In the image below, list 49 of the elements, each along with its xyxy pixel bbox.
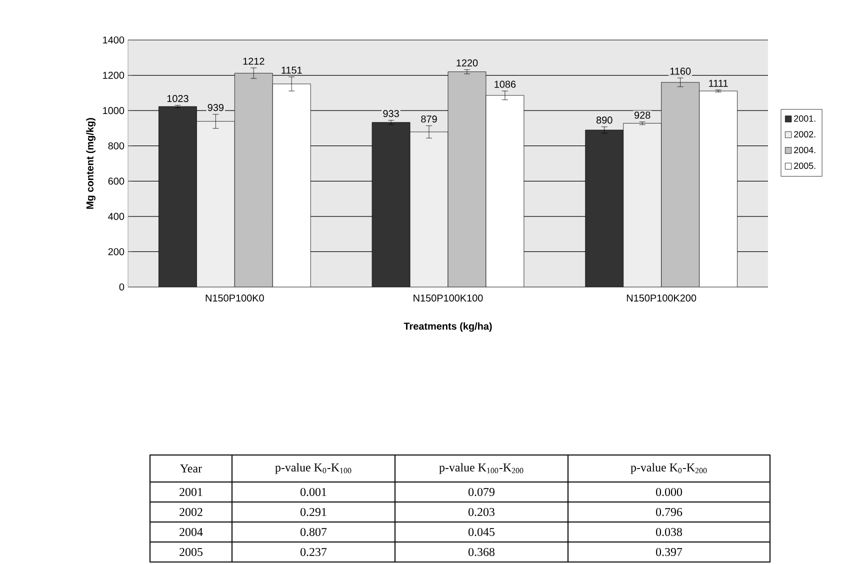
legend-label: 2002. bbox=[794, 131, 816, 138]
legend-label: 2001. bbox=[794, 115, 816, 122]
data-label: 933 bbox=[383, 110, 399, 118]
text: 0.203 bbox=[468, 508, 494, 516]
text: 0.079 bbox=[468, 488, 494, 496]
data-label: 1023 bbox=[167, 95, 188, 102]
text: 0.038 bbox=[656, 528, 682, 536]
data-label: 928 bbox=[634, 112, 650, 119]
data-label: 879 bbox=[421, 116, 437, 123]
data-label: 1086 bbox=[494, 80, 516, 88]
data-label: 1212 bbox=[243, 58, 264, 65]
text: p-value K$_{0}$-K$_{100}$ bbox=[275, 463, 352, 474]
y-tick-label: 400 bbox=[108, 212, 124, 220]
data-label: 1151 bbox=[282, 66, 302, 74]
y-tick-label: 1000 bbox=[103, 107, 124, 114]
y-tick-label: 600 bbox=[108, 178, 124, 185]
text: 0.397 bbox=[656, 548, 682, 556]
data-label: 939 bbox=[208, 104, 224, 112]
x-axis-title: Treatments (kg/ha) bbox=[404, 322, 492, 332]
data-label: 1111 bbox=[709, 80, 728, 87]
text: 0.796 bbox=[656, 508, 682, 516]
text: 0.045 bbox=[468, 528, 494, 536]
x-tick-label: N150P100K200 bbox=[626, 294, 696, 302]
y-axis-title: Mg content (mg/kg) bbox=[86, 118, 96, 209]
legend-label: 2005. bbox=[794, 162, 816, 169]
text: 0.368 bbox=[468, 548, 494, 556]
text: 2005 bbox=[180, 548, 202, 556]
data-label: 1220 bbox=[456, 59, 478, 66]
text: 0.237 bbox=[300, 548, 327, 556]
legend-label: 2004. bbox=[794, 146, 816, 154]
text: 0.807 bbox=[300, 528, 327, 536]
y-tick-label: 1400 bbox=[103, 36, 124, 44]
y-tick-label: 800 bbox=[108, 142, 124, 150]
x-tick-label: N150P100K0 bbox=[206, 294, 264, 302]
data-label: 1160 bbox=[670, 68, 691, 75]
text: 0.000 bbox=[656, 488, 682, 496]
text: p-value K$_{100}$-K$_{200}$ bbox=[439, 463, 524, 474]
text: 0.001 bbox=[300, 488, 326, 496]
y-tick-label: 0 bbox=[119, 283, 124, 291]
text: 2004 bbox=[180, 528, 203, 536]
text: 0.291 bbox=[300, 508, 326, 516]
y-tick-label: 1200 bbox=[103, 72, 124, 79]
x-tick-label: N150P100K100 bbox=[414, 294, 483, 302]
text: Year bbox=[180, 464, 202, 472]
text: 2001 bbox=[180, 488, 202, 496]
text: 2002 bbox=[180, 508, 202, 516]
text: p-value K$_{0}$-K$_{200}$ bbox=[630, 463, 707, 474]
data-label: 890 bbox=[596, 116, 612, 124]
y-tick-label: 200 bbox=[108, 248, 124, 256]
